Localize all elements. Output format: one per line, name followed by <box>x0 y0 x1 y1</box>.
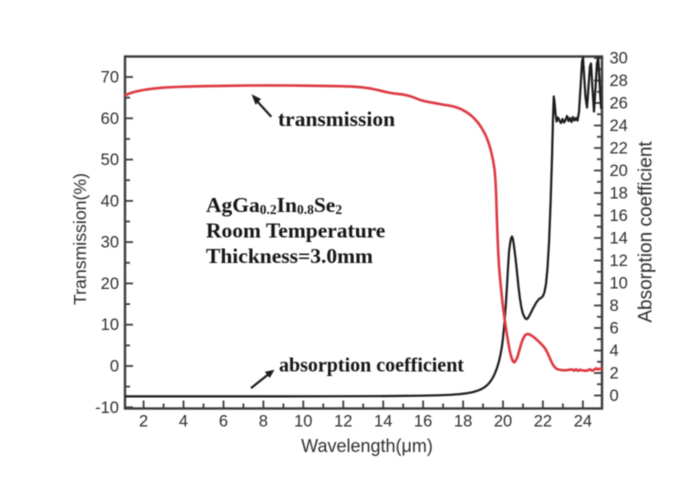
svg-text:10: 10 <box>294 413 312 431</box>
svg-text:60: 60 <box>101 110 119 128</box>
svg-text:30: 30 <box>610 50 628 68</box>
svg-text:20: 20 <box>494 413 512 431</box>
svg-text:Thickness=3.0mm: Thickness=3.0mm <box>206 244 373 268</box>
svg-text:Room Temperature: Room Temperature <box>206 219 385 243</box>
svg-text:0: 0 <box>610 387 619 405</box>
svg-text:2: 2 <box>610 365 619 383</box>
svg-text:14: 14 <box>374 413 392 431</box>
svg-text:24: 24 <box>610 117 628 135</box>
svg-text:absorption coefficient: absorption coefficient <box>279 355 464 377</box>
svg-text:20: 20 <box>610 162 628 180</box>
svg-text:70: 70 <box>101 69 119 87</box>
svg-text:6: 6 <box>610 320 619 338</box>
svg-text:50: 50 <box>101 151 119 169</box>
svg-text:Transmission(%): Transmission(%) <box>70 173 90 305</box>
svg-text:18: 18 <box>454 413 472 431</box>
svg-text:6: 6 <box>219 413 228 431</box>
svg-text:2: 2 <box>139 413 148 431</box>
svg-text:30: 30 <box>101 234 119 252</box>
svg-text:26: 26 <box>610 95 628 113</box>
svg-text:Wavelength(μm): Wavelength(μm) <box>301 436 433 456</box>
svg-text:10: 10 <box>101 316 119 334</box>
svg-text:22: 22 <box>534 413 552 431</box>
svg-text:12: 12 <box>334 413 352 431</box>
svg-text:14: 14 <box>610 230 628 248</box>
svg-text:-10: -10 <box>95 399 119 417</box>
svg-text:40: 40 <box>101 192 119 210</box>
svg-text:16: 16 <box>610 207 628 225</box>
svg-text:Absorption coefficient: Absorption coefficient <box>636 141 657 323</box>
svg-text:22: 22 <box>610 140 628 158</box>
svg-text:4: 4 <box>179 413 188 431</box>
svg-text:0: 0 <box>110 358 119 376</box>
svg-text:20: 20 <box>101 275 119 293</box>
svg-text:8: 8 <box>610 297 619 315</box>
svg-text:16: 16 <box>414 413 432 431</box>
svg-text:18: 18 <box>610 185 628 203</box>
svg-text:24: 24 <box>574 413 592 431</box>
svg-text:4: 4 <box>610 342 619 360</box>
svg-text:transmission: transmission <box>278 107 395 131</box>
svg-text:10: 10 <box>610 275 628 293</box>
svg-text:8: 8 <box>259 413 268 431</box>
svg-text:12: 12 <box>610 252 628 270</box>
svg-text:28: 28 <box>610 72 628 90</box>
